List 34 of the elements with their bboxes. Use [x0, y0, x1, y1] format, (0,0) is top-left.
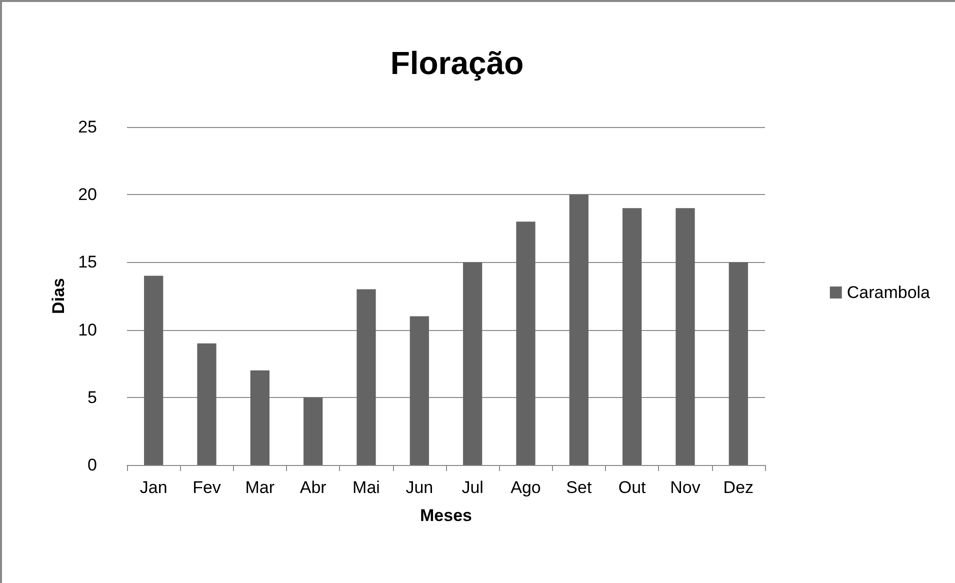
y-tick-label: 15	[78, 252, 97, 272]
x-tick-label: Dez	[723, 478, 754, 497]
y-tick-label: 20	[78, 185, 97, 204]
bar	[569, 194, 588, 465]
x-tick-label: Out	[618, 478, 646, 497]
y-tick-label: 0	[88, 456, 97, 474]
x-tick-label: Mar	[245, 478, 275, 497]
bar	[463, 262, 482, 465]
bar	[676, 208, 695, 465]
bar	[728, 262, 748, 465]
x-tick-label: Jan	[140, 478, 168, 497]
x-tick-label: Set	[566, 478, 592, 497]
x-tick-label: Fev	[192, 478, 222, 497]
x-tick-label: Mai	[352, 478, 380, 497]
bar	[622, 208, 642, 465]
y-tick-label: 25	[78, 118, 97, 136]
x-axis-title: Meses	[420, 506, 472, 525]
bar	[304, 397, 323, 465]
x-tick-label: Ago	[510, 478, 541, 497]
y-tick-label: 5	[88, 388, 97, 407]
x-tick-label: Nov	[670, 478, 701, 497]
x-tick-label: Jun	[406, 478, 434, 497]
chart-title: Floração	[390, 45, 524, 81]
legend-label: Carambola	[846, 283, 931, 302]
bar	[144, 276, 164, 465]
bar	[250, 370, 270, 465]
bar	[516, 222, 536, 465]
bar	[356, 289, 376, 465]
y-axis-title: Dias	[49, 278, 68, 314]
bar	[410, 316, 429, 465]
y-tick-label: 10	[78, 320, 97, 340]
bar	[197, 343, 216, 465]
x-tick-label: Abr	[300, 478, 327, 497]
x-tick-label: Jul	[462, 478, 484, 497]
